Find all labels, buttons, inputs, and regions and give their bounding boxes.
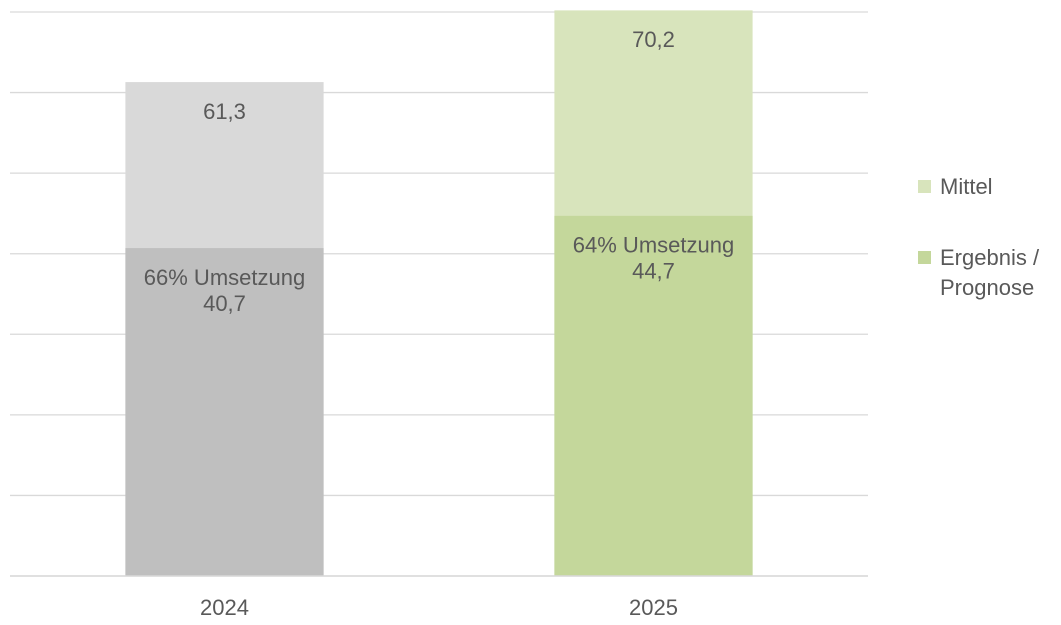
bar: [554, 215, 753, 577]
legend-label: Ergebnis / Prognose: [940, 245, 1040, 300]
value-label: 61,3: [203, 99, 246, 124]
bar-annotation: 66% Umsetzung: [144, 265, 305, 290]
bar: [125, 248, 324, 576]
x-tick-label: 2025: [629, 595, 678, 620]
bar-annotation: 64% Umsetzung: [573, 233, 734, 258]
legend-label: Mittel: [940, 174, 993, 199]
value-label: 44,7: [632, 259, 675, 284]
legend-swatch: [918, 251, 931, 264]
value-label: 70,2: [632, 27, 675, 52]
legend-swatch: [918, 180, 931, 193]
x-tick-label: 2024: [200, 595, 249, 620]
value-label: 40,7: [203, 291, 246, 316]
